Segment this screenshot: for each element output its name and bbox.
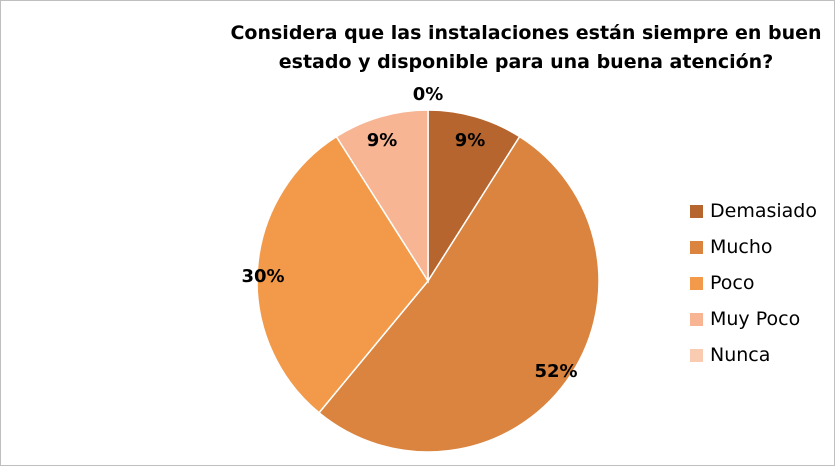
legend-item-demasiado: Demasiado: [690, 193, 817, 229]
legend-swatch-mucho: [690, 240, 703, 254]
legend-swatch-muy-poco: [690, 312, 703, 326]
legend-label-poco: Poco: [710, 272, 755, 294]
legend-label-nunca: Nunca: [710, 344, 771, 366]
chart-title-line-1: Considera que las instalaciones están si…: [230, 22, 822, 44]
legend-item-mucho: Mucho: [690, 229, 817, 265]
legend-item-nunca: Nunca: [690, 337, 817, 373]
legend-swatch-poco: [690, 276, 703, 290]
legend-item-poco: Poco: [690, 265, 817, 301]
legend-swatch-demasiado: [690, 204, 703, 218]
slice-label-mucho: 52%: [534, 361, 577, 382]
slice-label-poco: 30%: [241, 266, 284, 287]
pie-slice-mucho: [317, 135, 600, 453]
slice-label-muy-poco: 9%: [367, 130, 398, 151]
chart-title: Considera que las instalaciones están si…: [201, 19, 835, 77]
legend-label-muy-poco: Muy Poco: [710, 308, 801, 330]
pie-slice-poco: [256, 135, 429, 414]
legend-label-demasiado: Demasiado: [710, 200, 817, 222]
legend-swatch-nunca: [690, 348, 703, 362]
legend-label-mucho: Mucho: [710, 236, 773, 258]
slice-label-demasiado: 9%: [455, 130, 486, 151]
legend: Demasiado Mucho Poco Muy Poco Nunca: [690, 193, 817, 373]
chart-title-line-2: estado y disponible para una buena atenc…: [278, 51, 774, 73]
pie-slice-muy-poco: [335, 109, 429, 284]
legend-item-muy-poco: Muy Poco: [690, 301, 817, 337]
pie-slice-demasiado: [427, 109, 521, 284]
slice-label-nunca: 0%: [413, 84, 444, 105]
